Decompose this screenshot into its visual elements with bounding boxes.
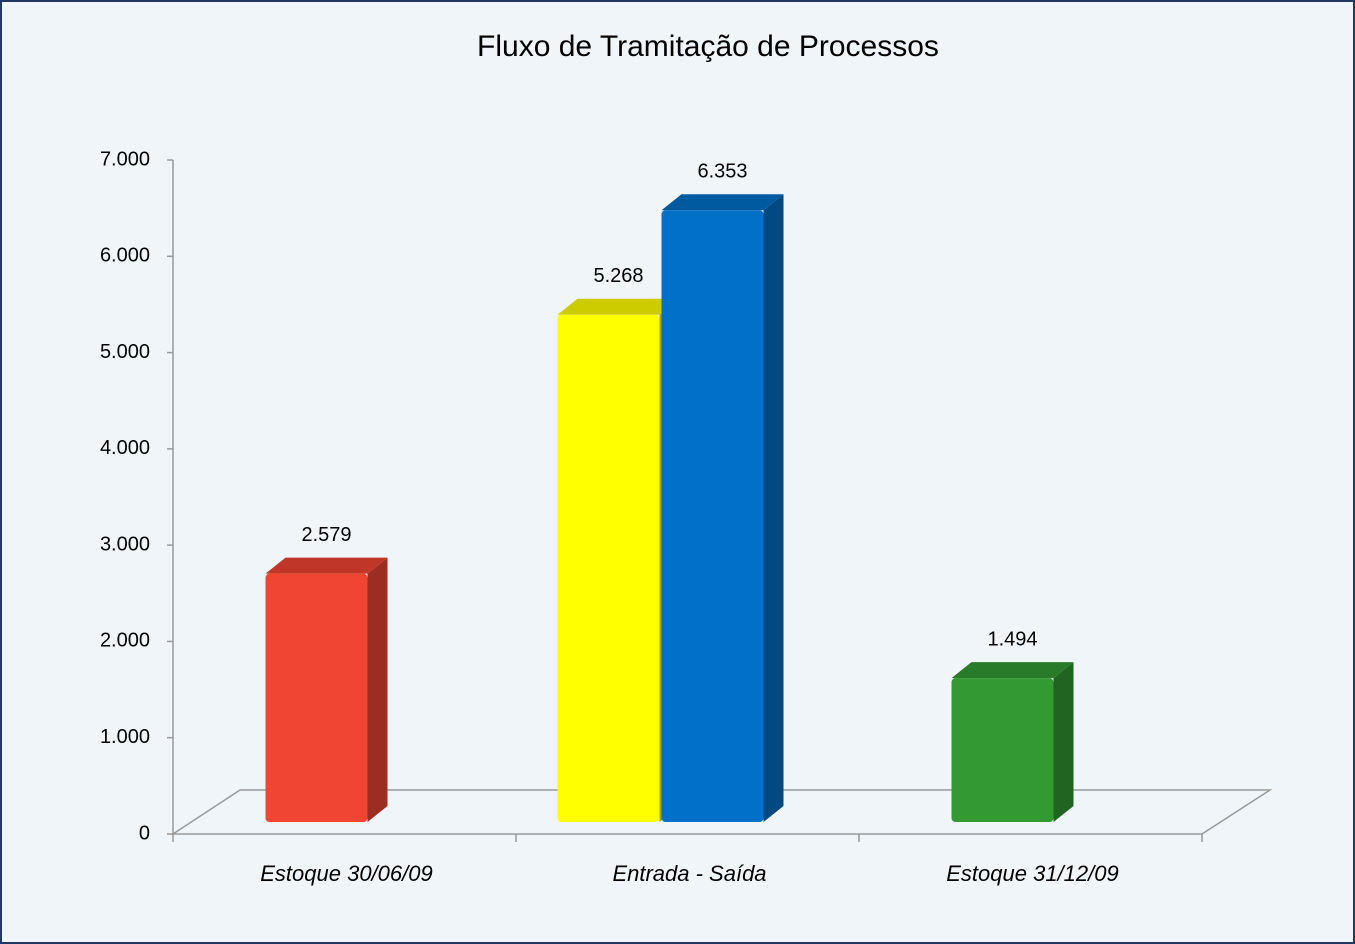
- bar: [951, 678, 1054, 822]
- x-tick-label: Estoque 31/12/09: [946, 861, 1118, 886]
- bar: [661, 210, 764, 822]
- bar-side: [1053, 662, 1074, 822]
- value-label: 5.268: [593, 265, 643, 287]
- y-tick-label: 2.000: [100, 630, 150, 652]
- value-label: 2.579: [301, 524, 351, 546]
- x-tick-label: Entrada - Saída: [612, 861, 766, 886]
- bar: [557, 314, 660, 822]
- x-tick-label: Estoque 30/06/09: [260, 861, 432, 886]
- bar-top: [265, 557, 388, 574]
- y-tick-label: 0: [139, 822, 150, 844]
- bar: [265, 573, 368, 822]
- y-tick-label: 3.000: [100, 533, 150, 555]
- bar-side: [367, 557, 388, 822]
- bar-top: [951, 662, 1074, 679]
- y-tick-label: 1.000: [100, 726, 150, 748]
- value-label: 6.353: [697, 161, 747, 183]
- bar-side: [763, 194, 784, 822]
- y-tick-label: 6.000: [100, 245, 150, 267]
- y-tick-label: 5.000: [100, 341, 150, 363]
- chart-title: Fluxo de Tramitação de Processos: [477, 30, 939, 63]
- bar-top: [661, 194, 784, 211]
- value-label: 1.494: [987, 628, 1037, 650]
- y-tick-label: 4.000: [100, 437, 150, 459]
- y-tick-label: 7.000: [100, 148, 150, 170]
- bar-top: [557, 298, 680, 315]
